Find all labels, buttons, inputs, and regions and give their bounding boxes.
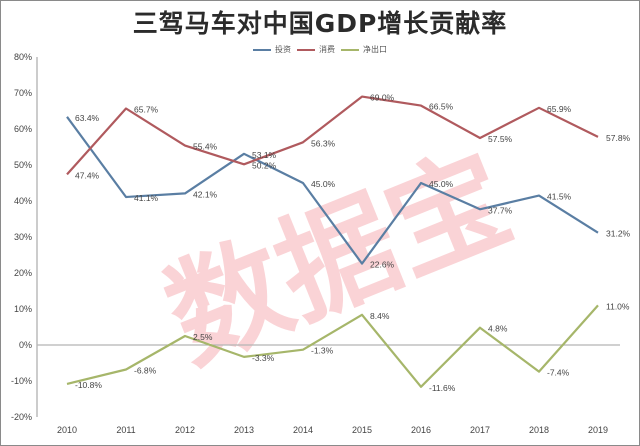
data-label: 4.8% xyxy=(488,324,508,334)
data-label: -10.8% xyxy=(75,380,102,390)
legend-swatch-investment xyxy=(253,48,271,51)
data-label: -7.4% xyxy=(547,368,570,378)
data-label: 63.4% xyxy=(75,113,100,123)
data-label: 45.0% xyxy=(311,179,336,189)
legend-label-net-exports: 净出口 xyxy=(363,45,387,54)
data-label: 69.0% xyxy=(370,93,395,103)
data-label: 65.7% xyxy=(134,104,159,114)
watermark: 数据宝 xyxy=(148,128,528,389)
data-label: 65.9% xyxy=(547,104,572,114)
x-tick-label: 2018 xyxy=(529,425,549,435)
x-tick-label: 2014 xyxy=(293,425,313,435)
y-tick-label: -20% xyxy=(11,412,32,422)
data-label: 47.4% xyxy=(75,170,100,180)
legend-swatch-net-exports xyxy=(341,48,359,51)
data-label: 8.4% xyxy=(370,311,390,321)
legend-item-net-exports: 净出口 xyxy=(341,44,387,55)
y-tick-label: 70% xyxy=(14,88,32,98)
y-tick-label: 80% xyxy=(14,52,32,62)
net-exports-line xyxy=(66,304,599,388)
legend-label-consumption: 消费 xyxy=(319,45,335,54)
data-label: 57.5% xyxy=(488,134,513,144)
y-tick-label: -10% xyxy=(11,376,32,386)
data-label: 55.4% xyxy=(193,142,218,152)
data-labels: 63.4% 41.1% 42.1% 53.1% 45.0% 22.6% 45.0% 37.7%… xyxy=(75,93,631,393)
x-tick-label: 2012 xyxy=(175,425,195,435)
x-tick-label: 2011 xyxy=(116,425,135,435)
data-label: 56.3% xyxy=(311,138,336,148)
y-tick-label: 50% xyxy=(14,160,32,170)
data-label: 66.5% xyxy=(429,102,454,112)
data-label: 41.5% xyxy=(547,192,572,202)
consumption-line xyxy=(66,95,599,176)
watermark-text: 数据宝 xyxy=(148,128,528,389)
data-label: -6.8% xyxy=(134,365,157,375)
data-label: 42.1% xyxy=(193,189,218,199)
x-tick-label: 2015 xyxy=(352,425,372,435)
investment-line xyxy=(66,116,599,265)
y-tick-label: 20% xyxy=(14,268,32,278)
data-label: 37.7% xyxy=(488,205,513,215)
data-label: 41.1% xyxy=(134,193,159,203)
data-label: -11.6% xyxy=(429,383,456,393)
chart-legend: 投资 消费 净出口 xyxy=(0,44,640,55)
axes: 80% 70% 60% 50% 40% 30% 20% 10% 0% -10% -20% 2010 20… xyxy=(11,52,620,435)
y-tick-label: 0% xyxy=(19,340,32,350)
legend-swatch-consumption xyxy=(297,48,315,51)
data-label: -3.3% xyxy=(252,353,275,363)
data-label: 31.2% xyxy=(606,229,631,239)
x-tick-label: 2010 xyxy=(57,425,77,435)
data-label: 45.0% xyxy=(429,179,454,189)
legend-item-investment: 投资 xyxy=(253,44,291,55)
series-lines xyxy=(66,95,599,388)
x-tick-label: 2019 xyxy=(588,425,608,435)
legend-item-consumption: 消费 xyxy=(297,44,335,55)
chart-title: 三驾马车对中国GDP增长贡献率 xyxy=(132,9,508,38)
x-tick-label: 2017 xyxy=(470,425,490,435)
data-label: 2.5% xyxy=(193,332,213,342)
y-tick-label: 30% xyxy=(14,232,32,242)
x-tick-label: 2013 xyxy=(234,425,254,435)
data-label: 22.6% xyxy=(370,260,395,270)
data-label: 50.2% xyxy=(252,160,277,170)
y-tick-label: 60% xyxy=(14,124,32,134)
legend-label-investment: 投资 xyxy=(275,45,291,54)
x-tick-label: 2016 xyxy=(411,425,431,435)
y-tick-label: 10% xyxy=(14,304,32,314)
data-label: 57.8% xyxy=(606,133,631,143)
y-tick-label: 40% xyxy=(14,196,32,206)
data-label: -1.3% xyxy=(311,346,334,356)
data-label: 11.0% xyxy=(606,301,630,311)
data-label: 53.1% xyxy=(252,150,277,160)
